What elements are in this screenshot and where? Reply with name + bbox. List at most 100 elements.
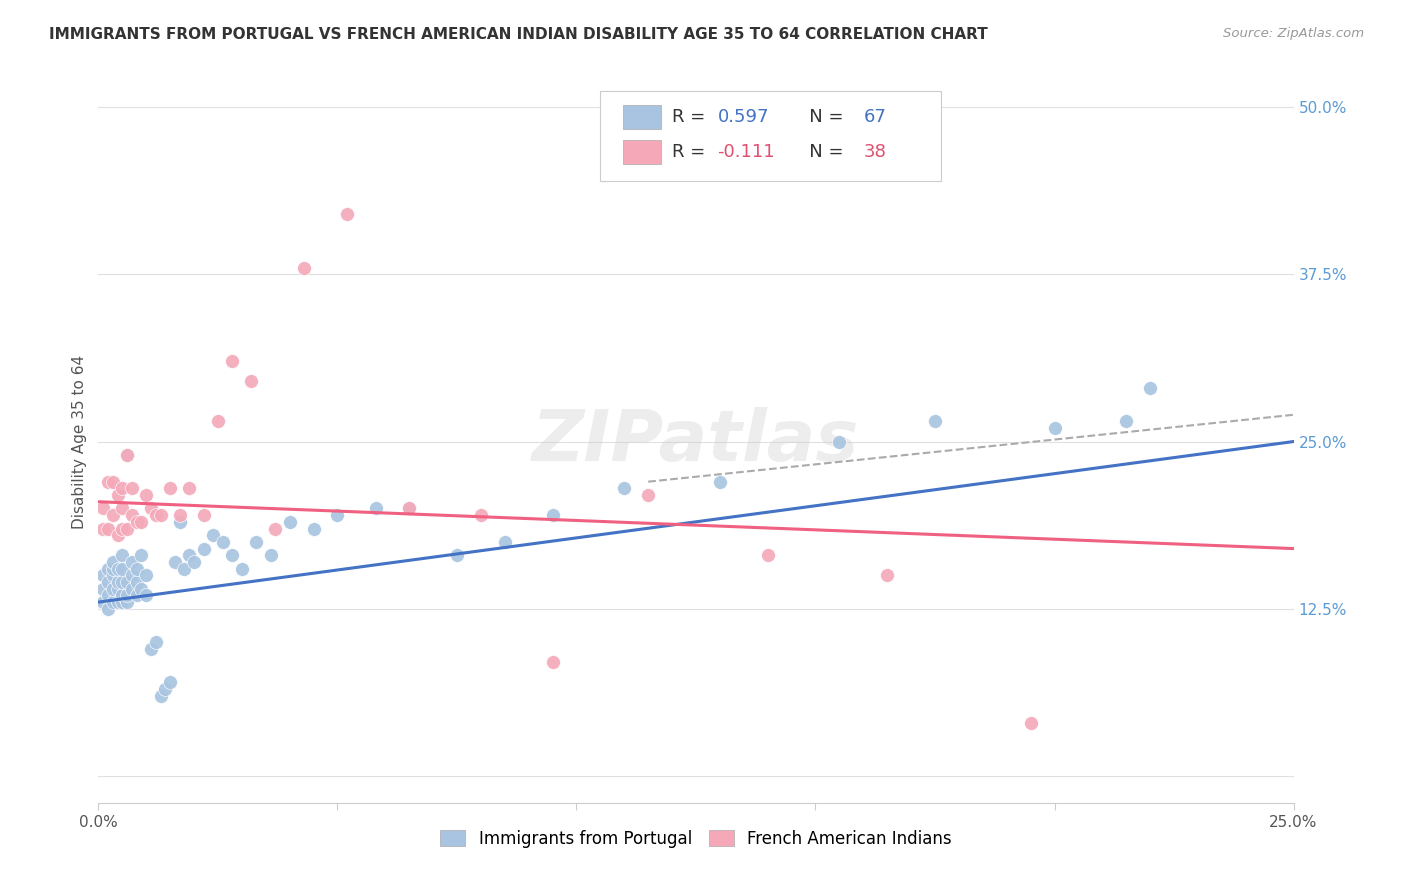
Point bbox=[207, 414, 229, 429]
Point bbox=[179, 482, 201, 496]
Y-axis label: Disability Age 35 to 64: Disability Age 35 to 64 bbox=[72, 354, 87, 529]
Text: 38: 38 bbox=[863, 143, 886, 161]
Point bbox=[97, 575, 120, 590]
Point bbox=[107, 562, 129, 576]
Point bbox=[139, 501, 162, 516]
Point bbox=[398, 501, 420, 516]
Point bbox=[264, 521, 287, 535]
Point bbox=[91, 582, 114, 596]
Point bbox=[101, 562, 124, 576]
Text: Source: ZipAtlas.com: Source: ZipAtlas.com bbox=[1223, 27, 1364, 40]
Point bbox=[364, 501, 387, 516]
Point bbox=[446, 548, 468, 563]
Point bbox=[121, 568, 143, 582]
Point bbox=[159, 482, 181, 496]
Point bbox=[121, 582, 143, 596]
Point bbox=[135, 589, 157, 603]
Point bbox=[115, 575, 138, 590]
Point bbox=[1115, 414, 1137, 429]
Point bbox=[97, 521, 120, 535]
Point bbox=[541, 655, 564, 669]
Point bbox=[101, 555, 124, 569]
Point bbox=[101, 475, 124, 489]
Point bbox=[111, 501, 134, 516]
Point bbox=[111, 575, 134, 590]
Point bbox=[125, 562, 148, 576]
Text: N =: N = bbox=[792, 108, 849, 126]
Point bbox=[135, 568, 157, 582]
Point bbox=[107, 582, 129, 596]
Point bbox=[131, 515, 153, 529]
Point bbox=[494, 535, 516, 549]
Text: IMMIGRANTS FROM PORTUGAL VS FRENCH AMERICAN INDIAN DISABILITY AGE 35 TO 64 CORRE: IMMIGRANTS FROM PORTUGAL VS FRENCH AMERI… bbox=[49, 27, 988, 42]
Point bbox=[398, 501, 420, 516]
Point bbox=[125, 589, 148, 603]
Text: N =: N = bbox=[792, 143, 849, 161]
Point bbox=[828, 434, 851, 449]
Point bbox=[613, 482, 636, 496]
Point bbox=[107, 528, 129, 542]
FancyBboxPatch shape bbox=[600, 91, 941, 181]
Point bbox=[121, 555, 143, 569]
Point bbox=[111, 562, 134, 576]
Point bbox=[115, 448, 138, 462]
Point bbox=[149, 689, 172, 703]
Point bbox=[245, 535, 267, 549]
Point bbox=[91, 501, 114, 516]
Point bbox=[101, 568, 124, 582]
Text: R =: R = bbox=[672, 143, 711, 161]
Point bbox=[111, 521, 134, 535]
Point bbox=[155, 681, 177, 696]
Point bbox=[470, 508, 492, 523]
Point bbox=[111, 548, 134, 563]
Text: -0.111: -0.111 bbox=[717, 143, 775, 161]
Point bbox=[924, 414, 946, 429]
Point bbox=[125, 575, 148, 590]
Point bbox=[97, 589, 120, 603]
Point bbox=[135, 488, 157, 502]
Text: 0.597: 0.597 bbox=[717, 108, 769, 126]
Point bbox=[169, 508, 191, 523]
Text: ZIPatlas: ZIPatlas bbox=[533, 407, 859, 476]
Legend: Immigrants from Portugal, French American Indians: Immigrants from Portugal, French America… bbox=[432, 822, 960, 856]
Point bbox=[541, 508, 564, 523]
Point bbox=[193, 541, 215, 556]
Point bbox=[125, 515, 148, 529]
Point bbox=[231, 562, 253, 576]
Point bbox=[149, 508, 172, 523]
Point bbox=[115, 595, 138, 609]
Point bbox=[97, 602, 120, 616]
Point bbox=[107, 575, 129, 590]
Point bbox=[173, 562, 195, 576]
Point bbox=[159, 675, 181, 690]
Point bbox=[240, 375, 263, 389]
Point bbox=[292, 260, 315, 275]
Point bbox=[1043, 421, 1066, 435]
Point bbox=[115, 589, 138, 603]
Point bbox=[145, 635, 167, 649]
Point bbox=[876, 568, 898, 582]
Point bbox=[211, 535, 233, 549]
Point bbox=[91, 521, 114, 535]
Point bbox=[139, 642, 162, 657]
Point bbox=[1139, 381, 1161, 395]
Point bbox=[121, 508, 143, 523]
Point bbox=[179, 548, 201, 563]
Point bbox=[111, 589, 134, 603]
Point bbox=[91, 568, 114, 582]
Point bbox=[121, 482, 143, 496]
FancyBboxPatch shape bbox=[623, 105, 661, 129]
Text: R =: R = bbox=[672, 108, 711, 126]
Point bbox=[131, 582, 153, 596]
FancyBboxPatch shape bbox=[623, 139, 661, 164]
Point bbox=[115, 448, 138, 462]
Point bbox=[637, 488, 659, 502]
Point bbox=[259, 548, 281, 563]
Point bbox=[163, 555, 186, 569]
Text: 67: 67 bbox=[863, 108, 886, 126]
Point bbox=[278, 515, 301, 529]
Point bbox=[131, 548, 153, 563]
Point bbox=[97, 562, 120, 576]
Point bbox=[336, 207, 359, 221]
Point bbox=[91, 595, 114, 609]
